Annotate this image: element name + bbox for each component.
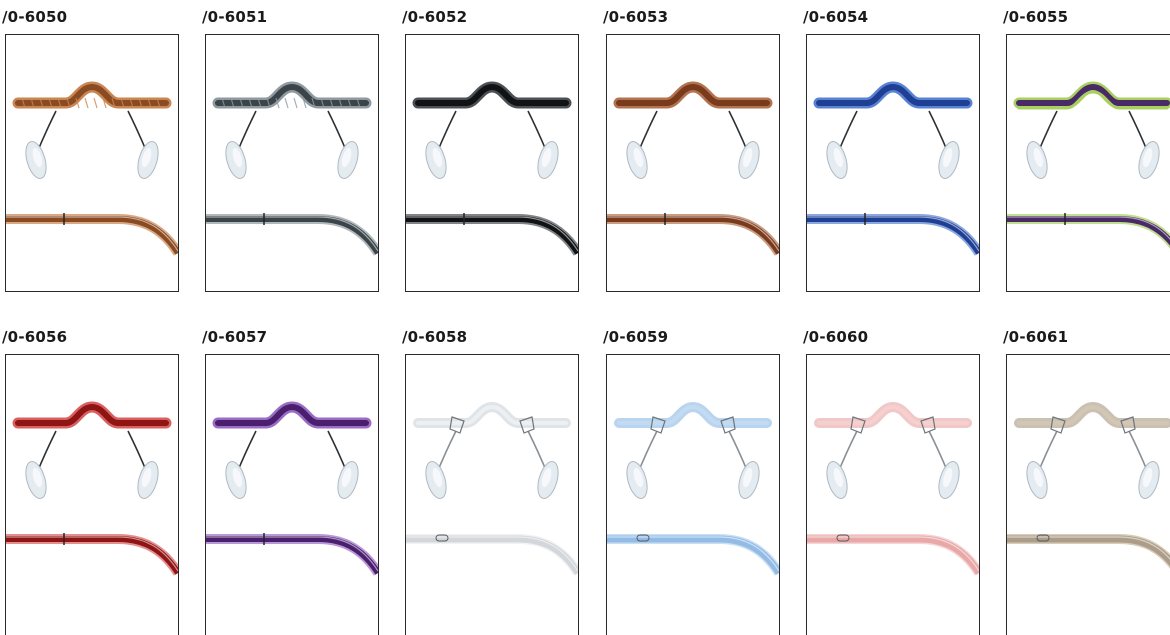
nose-pad-icon	[225, 461, 359, 499]
product-code: /0-6061	[1003, 328, 1069, 346]
temple-arm-icon	[607, 534, 779, 576]
bridge-icon	[12, 81, 172, 109]
nose-pad-icon	[1026, 461, 1160, 499]
eyewear-illustration	[206, 401, 378, 576]
nose-pad-icon	[225, 141, 359, 179]
nose-pad-arms	[235, 110, 349, 156]
nose-pad-icon	[425, 461, 559, 499]
product-code: /0-6057	[202, 328, 268, 346]
eyewear-illustration	[406, 81, 578, 256]
nose-pad-icon	[626, 141, 760, 179]
bridge-icon	[413, 401, 571, 434]
nose-pad-arms	[636, 110, 750, 156]
temple-arm-icon	[206, 213, 378, 256]
product-image[interactable]	[1006, 34, 1170, 292]
product-code: /0-6054	[803, 8, 869, 26]
bridge-icon	[1014, 401, 1170, 434]
nose-pad-icon	[826, 461, 960, 499]
nose-pad-arms	[435, 430, 549, 476]
nose-pad-arms	[235, 430, 349, 476]
nose-pad-icon	[626, 461, 760, 499]
product-image[interactable]	[606, 354, 780, 635]
product-code: /0-6050	[2, 8, 68, 26]
eyewear-illustration	[1007, 401, 1170, 569]
nose-pad-arms	[435, 110, 549, 156]
temple-arm-icon	[406, 534, 578, 576]
eyewear-illustration	[1007, 81, 1170, 249]
nose-pad-arms	[836, 430, 950, 476]
eyewear-illustration	[406, 401, 578, 576]
nose-pad-arms	[636, 430, 750, 476]
temple-arm-icon	[1007, 213, 1170, 249]
bridge-icon	[813, 81, 973, 109]
product-image[interactable]	[405, 354, 579, 635]
nose-pad-arms	[1036, 110, 1150, 156]
bridge-icon	[814, 401, 972, 434]
temple-arm-icon	[607, 213, 779, 256]
product-code: /0-6052	[402, 8, 468, 26]
eyewear-illustration	[206, 81, 378, 256]
temple-arm-icon	[807, 534, 979, 576]
nose-pad-arms	[836, 110, 950, 156]
eyewear-illustration	[807, 401, 979, 576]
product-code: /0-6055	[1003, 8, 1069, 26]
eyewear-illustration	[6, 401, 178, 576]
product-image[interactable]	[205, 354, 379, 635]
product-image[interactable]	[1006, 354, 1170, 635]
bridge-icon	[212, 401, 372, 429]
eyewear-illustration	[6, 81, 178, 256]
product-image[interactable]	[405, 34, 579, 292]
bridge-icon	[12, 401, 172, 429]
temple-arm-icon	[406, 213, 578, 256]
product-code: /0-6058	[402, 328, 468, 346]
nose-pad-icon	[25, 141, 159, 179]
temple-arm-icon	[807, 213, 979, 256]
nose-pad-arms	[35, 110, 149, 156]
nose-pad-icon	[1026, 141, 1160, 179]
nose-pad-icon	[25, 461, 159, 499]
bridge-icon	[614, 401, 772, 434]
product-image[interactable]	[5, 354, 179, 635]
temple-arm-icon	[206, 533, 378, 576]
temple-arm-icon	[6, 533, 178, 576]
product-image[interactable]	[806, 34, 980, 292]
product-code: /0-6053	[603, 8, 669, 26]
eyewear-illustration	[807, 81, 979, 256]
bridge-icon	[613, 81, 773, 109]
bridge-icon	[212, 81, 372, 109]
product-code: /0-6056	[2, 328, 68, 346]
product-catalog: /0-6050 /0-6051 /0-6052 /0-6053 /0-6054 …	[2, 8, 1170, 635]
product-code: /0-6051	[202, 8, 268, 26]
temple-arm-icon	[1007, 534, 1170, 569]
product-image[interactable]	[806, 354, 980, 635]
nose-pad-arms	[1036, 430, 1150, 476]
product-image[interactable]	[606, 34, 780, 292]
bridge-icon	[1013, 81, 1170, 110]
eyewear-illustration	[607, 401, 779, 576]
product-code: /0-6059	[603, 328, 669, 346]
nose-pad-icon	[425, 141, 559, 179]
product-image[interactable]	[5, 34, 179, 292]
bridge-icon	[412, 81, 572, 109]
nose-pad-arms	[35, 430, 149, 476]
eyewear-illustration	[607, 81, 779, 256]
nose-pad-icon	[826, 141, 960, 179]
product-image[interactable]	[205, 34, 379, 292]
temple-arm-icon	[6, 213, 178, 256]
product-code: /0-6060	[803, 328, 869, 346]
